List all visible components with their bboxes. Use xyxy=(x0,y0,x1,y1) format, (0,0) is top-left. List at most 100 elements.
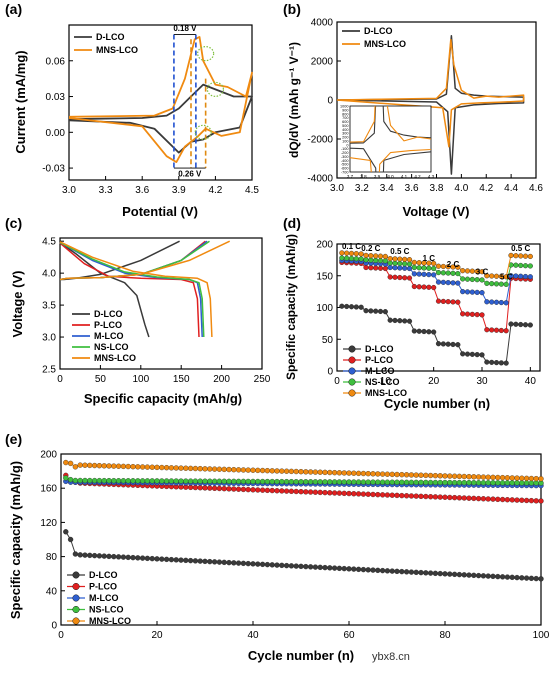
rate-point-MNS-LCO xyxy=(339,250,345,256)
cycle-point-D-LCO xyxy=(456,571,463,578)
rate-point-M-LCO xyxy=(479,290,485,296)
cycle-point-D-LCO xyxy=(447,571,453,577)
cycle-point-MNS-LCO xyxy=(351,470,357,476)
inset-y-tick-label: 800 xyxy=(342,112,348,116)
cycle-point-MNS-LCO xyxy=(451,473,458,479)
cycle-point-D-LCO xyxy=(269,562,275,568)
x-tick-label-b: 4.2 xyxy=(479,183,493,194)
rate-point-MNS-LCO xyxy=(416,260,422,266)
panel-label-c: (c) xyxy=(5,215,22,231)
cycle-point-D-LCO xyxy=(115,554,122,560)
rate-point-NS-LCO xyxy=(518,262,524,269)
inset-y-tick-label: 300 xyxy=(342,132,348,136)
rate-point-NS-LCO xyxy=(474,277,480,283)
legend-a-label: D-LCO xyxy=(96,32,125,42)
cv-curve-D-LCO xyxy=(68,83,253,154)
rate-point-NS-LCO xyxy=(440,270,446,276)
cycle-point-MNS-LCO xyxy=(509,475,515,481)
y-tick-label-d: 50 xyxy=(322,335,334,346)
cycle-point-MNS-LCO xyxy=(149,464,155,470)
rate-label: 0.5 C xyxy=(511,244,530,253)
cycle-point-NS-LCO xyxy=(216,478,223,484)
cycle-point-NS-LCO xyxy=(495,480,501,486)
rate-point-MNS-LCO xyxy=(387,256,393,262)
rate-label: 0.1 C xyxy=(342,242,361,251)
charge-curve-MNS-LCO xyxy=(59,240,231,281)
cycle-point-NS-LCO xyxy=(331,479,338,485)
x-tick-label-a: 4.5 xyxy=(245,185,259,196)
cycle-point-D-LCO xyxy=(149,555,155,562)
cycle-point-P-LCO xyxy=(207,485,213,491)
cycle-point-MNS-LCO xyxy=(221,466,227,473)
y-tick-label-e: 160 xyxy=(40,484,57,495)
rate-point-P-LCO xyxy=(416,284,422,290)
inset-y-tick-label: -700 xyxy=(341,171,349,175)
cycle-point-D-LCO xyxy=(245,560,251,567)
rate-point-NS-LCO xyxy=(373,257,379,263)
rate-point-MNS-LCO xyxy=(464,268,471,274)
cycle-point-P-LCO xyxy=(245,486,251,493)
rate-point-P-LCO xyxy=(435,298,442,304)
cycle-point-MNS-LCO xyxy=(245,467,251,473)
rate-point-MNS-LCO xyxy=(348,250,355,256)
cv-highlight-circle xyxy=(197,46,215,62)
cycle-point-NS-LCO xyxy=(514,480,520,486)
cycle-point-P-LCO xyxy=(523,497,530,504)
cycle-point-NS-LCO xyxy=(91,477,98,484)
cycle-point-P-LCO xyxy=(480,496,487,502)
rate-point-D-LCO xyxy=(489,359,495,365)
cycle-point-P-LCO xyxy=(240,486,247,493)
cycle-point-D-LCO xyxy=(437,570,443,577)
legend-d-label: D-LCO xyxy=(365,344,394,354)
cycle-point-NS-LCO xyxy=(149,478,155,484)
cycle-point-NS-LCO xyxy=(490,480,496,486)
cycle-point-P-LCO xyxy=(274,488,280,494)
cycle-point-MNS-LCO xyxy=(519,475,525,481)
cycle-point-P-LCO xyxy=(538,498,544,504)
cycle-point-MNS-LCO xyxy=(298,468,304,475)
discharge-curve-P-LCO xyxy=(59,242,200,338)
rate-point-NS-LCO xyxy=(460,276,466,282)
rate-point-NS-LCO xyxy=(348,255,355,262)
cycle-point-D-LCO xyxy=(351,566,357,572)
inset-x-tick-label: 4.1 xyxy=(401,174,408,179)
cycle-point-P-LCO xyxy=(413,493,419,499)
cycle-point-NS-LCO xyxy=(130,478,136,484)
cycle-point-D-LCO xyxy=(495,573,501,580)
cycle-point-P-LCO xyxy=(365,491,371,497)
rate-point-P-LCO xyxy=(368,265,374,271)
cycle-point-D-LCO xyxy=(130,554,136,561)
cycle-point-MNS-LCO xyxy=(120,463,127,470)
x-tick-label-e: 20 xyxy=(151,630,163,641)
cycle-point-NS-LCO xyxy=(379,479,386,485)
cycle-point-NS-LCO xyxy=(389,479,395,485)
rate-point-MNS-LCO xyxy=(344,250,350,256)
cycle-point-MNS-LCO xyxy=(178,465,184,471)
cycle-point-D-LCO xyxy=(135,555,141,561)
cycle-point-P-LCO xyxy=(519,497,525,503)
x-axis-label-b: Voltage (V) xyxy=(403,204,470,219)
cycle-point-NS-LCO xyxy=(456,479,463,486)
cycle-point-MNS-LCO xyxy=(106,463,112,469)
panel-label-a: (a) xyxy=(5,1,22,17)
rate-point-D-LCO xyxy=(363,308,369,314)
rate-point-MNS-LCO xyxy=(460,268,466,274)
cycle-point-MNS-LCO xyxy=(240,467,247,473)
cycle-point-D-LCO xyxy=(499,574,506,580)
cycle-point-D-LCO xyxy=(125,554,131,561)
rate-point-MNS-LCO xyxy=(368,253,374,259)
cycle-point-P-LCO xyxy=(490,496,496,502)
rate-point-MNS-LCO xyxy=(431,260,437,267)
cycle-point-D-LCO xyxy=(163,556,170,563)
cycle-point-MNS-LCO xyxy=(67,460,74,467)
cycle-point-D-LCO xyxy=(322,564,328,571)
inset-x-tick-label: 4.3 xyxy=(428,174,435,179)
cycle-point-MNS-LCO xyxy=(288,468,295,475)
cycle-point-NS-LCO xyxy=(125,478,131,484)
cycle-point-P-LCO xyxy=(336,490,343,496)
cycle-point-P-LCO xyxy=(403,493,410,499)
rate-point-NS-LCO xyxy=(368,257,374,263)
cycle-point-MNS-LCO xyxy=(317,469,323,475)
rate-point-MNS-LCO xyxy=(397,256,403,262)
